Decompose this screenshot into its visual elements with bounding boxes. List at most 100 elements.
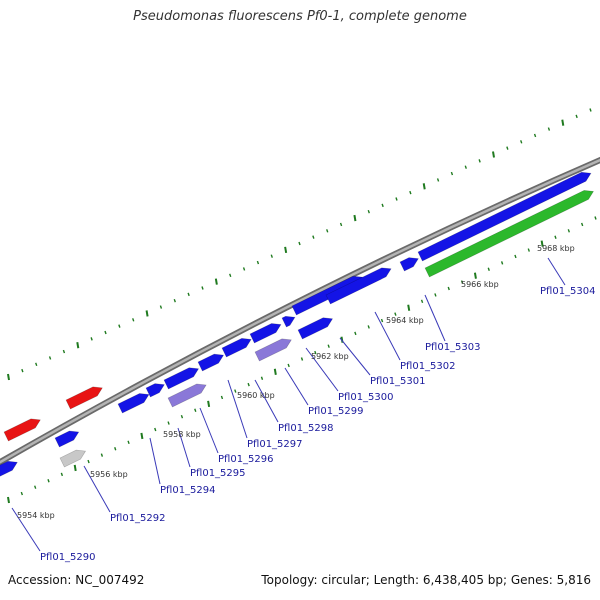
- lower-tick: [154, 427, 157, 432]
- upper-tick: [256, 260, 260, 265]
- scale-labels: 5954 kbp 5956 kbp 5958 kbp 5960 kbp 5962…: [17, 244, 575, 520]
- lower-tick: [114, 447, 117, 451]
- scale-label-5964: 5964 kbp: [386, 316, 424, 325]
- lower-tick: [514, 254, 517, 259]
- leader-line-5: [227, 379, 248, 439]
- lower-tick: [34, 485, 37, 489]
- upper-tick: [436, 178, 440, 182]
- scale-label-5956: 5956 kbp: [90, 470, 128, 479]
- upper-tick: [395, 197, 398, 201]
- upper-tick: [367, 209, 370, 214]
- scale-label-5954: 5954 kbp: [17, 511, 55, 520]
- accession-text: Accession: NC_007492: [8, 573, 145, 587]
- gene-features: [0, 171, 594, 477]
- gene-label-pfl01-5303[interactable]: Pfl01_5303: [425, 342, 481, 353]
- upper-tick: [478, 159, 481, 163]
- gene-green-1: [424, 190, 594, 278]
- lower-tick: [140, 432, 144, 440]
- upper-tick: [312, 235, 315, 239]
- upper-tick: [409, 190, 412, 195]
- gene-blue-h: [249, 323, 282, 344]
- lower-tick: [580, 222, 584, 227]
- lower-tick: [167, 421, 170, 425]
- upper-tick: [464, 165, 467, 169]
- upper-tick: [214, 278, 218, 285]
- scale-label-5962: 5962 kbp: [311, 352, 349, 361]
- gene-label-pfl01-5292[interactable]: Pfl01_5292: [110, 513, 166, 524]
- genome-title: Pseudomonas fluorescens Pf0-1, complete …: [133, 9, 467, 24]
- lower-tick: [260, 376, 264, 380]
- upper-tick: [422, 183, 426, 190]
- gene-label-pfl01-5299[interactable]: Pfl01_5299: [308, 406, 364, 417]
- lower-tick: [407, 304, 411, 311]
- gene-label-pfl01-5290[interactable]: Pfl01_5290: [40, 552, 96, 563]
- leader-line-3: [177, 427, 191, 468]
- lower-tick: [87, 459, 90, 464]
- upper-tick: [118, 324, 121, 328]
- lower-tick: [327, 344, 330, 348]
- lower-tick: [300, 357, 304, 361]
- gene-label-pfl01-5304[interactable]: Pfl01_5304: [540, 286, 596, 297]
- gene-red-2: [65, 386, 103, 410]
- gene-blue-l: [297, 317, 334, 340]
- lower-tick: [47, 479, 50, 483]
- lower-tick: [314, 350, 317, 355]
- scale-label-5958: 5958 kbp: [163, 430, 201, 439]
- upper-tick: [492, 151, 495, 158]
- upper-tick: [520, 140, 523, 144]
- upper-tick: [353, 214, 357, 222]
- upper-tick: [35, 362, 38, 367]
- upper-tick: [104, 330, 107, 335]
- gene-label-pfl01-5302[interactable]: Pfl01_5302: [400, 361, 456, 372]
- gene-label-pfl01-5294[interactable]: Pfl01_5294: [160, 485, 216, 496]
- upper-tick: [242, 267, 246, 271]
- gene-label-pfl01-5295[interactable]: Pfl01_5295: [190, 468, 246, 479]
- upper-tick: [339, 222, 343, 227]
- gene-label-pfl01-5301[interactable]: Pfl01_5301: [370, 376, 426, 387]
- gene-label-pfl01-5298[interactable]: Pfl01_5298: [278, 423, 334, 434]
- genome-summary-text: Topology: circular; Length: 6,438,405 bp…: [261, 573, 591, 587]
- upper-tick: [561, 119, 565, 126]
- gene-blue-c: [117, 393, 150, 414]
- gene-label-pfl01-5296[interactable]: Pfl01_5296: [218, 454, 274, 465]
- upper-tick: [187, 292, 190, 297]
- scale-label-5966: 5966 kbp: [461, 280, 499, 289]
- lower-tick: [287, 363, 290, 368]
- upper-tick: [575, 114, 578, 119]
- scale-label-5968: 5968 kbp: [537, 244, 575, 253]
- backbone-inner: [0, 158, 600, 464]
- gene-labels: Pfl01_5290 Pfl01_5292 Pfl01_5294 Pfl01_5…: [40, 286, 596, 563]
- upper-tick: [506, 146, 509, 150]
- gene-red-1: [3, 418, 41, 442]
- upper-tick: [298, 241, 301, 246]
- genome-backbone: [0, 156, 600, 466]
- lower-tick: [594, 216, 597, 220]
- leader-line-8: [305, 347, 339, 392]
- scale-label-5960: 5960 kbp: [237, 391, 275, 400]
- lower-tick: [527, 248, 530, 252]
- lower-tick: [207, 400, 211, 408]
- gene-label-pfl01-5300[interactable]: Pfl01_5300: [338, 392, 394, 403]
- gene-lavender-2: [254, 338, 292, 362]
- gene-blue-d: [145, 383, 165, 398]
- lower-tick: [234, 389, 237, 393]
- gene-label-pfl01-5297[interactable]: Pfl01_5297: [247, 439, 303, 450]
- gene-blue-i: [281, 315, 296, 328]
- gene-blue-g: [221, 338, 252, 358]
- lower-tick: [60, 472, 64, 477]
- lower-tick: [380, 318, 384, 323]
- upper-tick: [159, 305, 163, 309]
- gene-blue-m: [399, 257, 419, 272]
- lower-tick: [180, 414, 184, 419]
- lower-tick: [354, 331, 357, 336]
- upper-tick: [326, 229, 329, 233]
- lower-tick: [434, 293, 437, 297]
- lower-tick: [247, 382, 250, 387]
- upper-tick: [173, 298, 176, 303]
- upper-tick: [62, 349, 66, 354]
- gene-blue-f: [197, 353, 225, 372]
- lower-tick: [487, 267, 490, 271]
- upper-tick: [90, 337, 93, 341]
- lower-tick: [194, 408, 197, 412]
